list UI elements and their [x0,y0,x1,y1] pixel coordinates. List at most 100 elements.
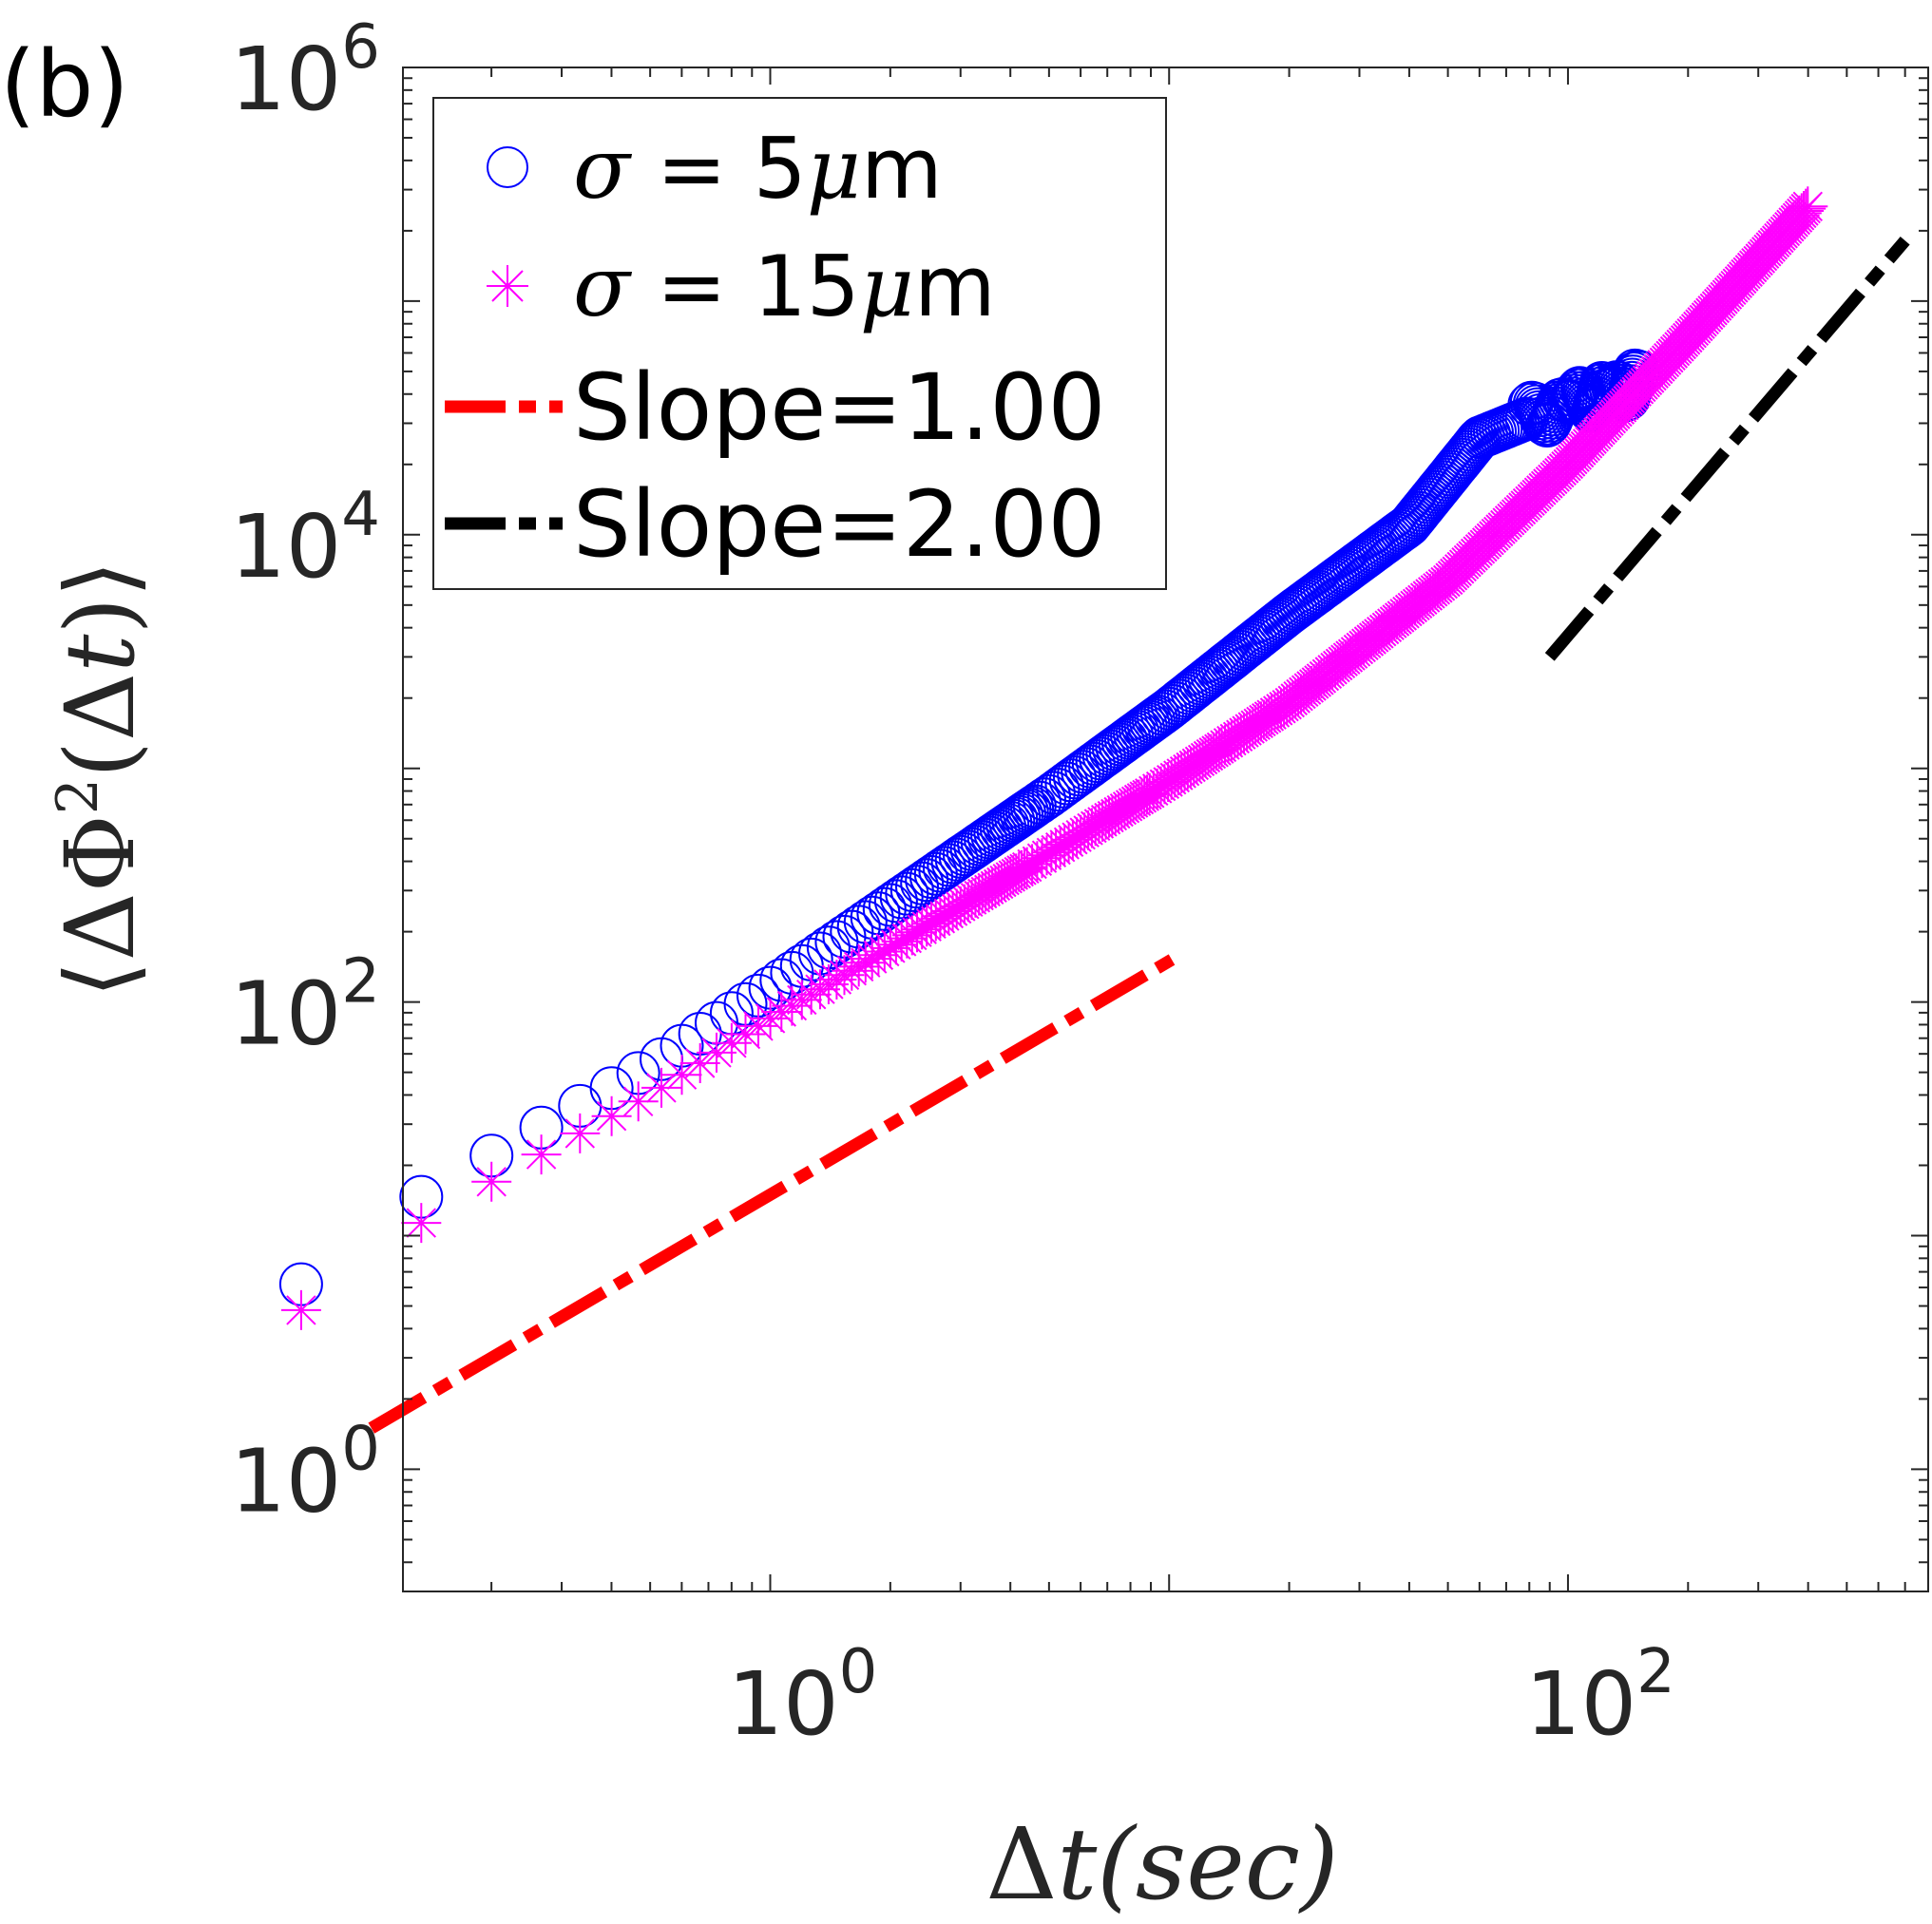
data-point [661,1055,702,1095]
data-point [1504,396,1549,441]
y-tick-label: 104 [230,480,380,598]
data-point [959,875,1000,916]
legend-label-sigma-5: σ = 5μm [573,120,943,218]
data-point [911,904,951,944]
axis-tick-labels: 100 102 100 102 104 106 [230,12,1675,1755]
data-point [808,964,849,1004]
data-point [1044,824,1085,865]
data-point [1079,804,1119,844]
data-point [618,1081,659,1122]
data-point [851,939,892,980]
data-point [1119,708,1162,752]
data-point [1129,699,1174,744]
data-point [781,980,822,1020]
data-point [944,884,985,924]
data-point [1000,792,1043,837]
data-point [1017,841,1058,882]
data-point [1048,822,1089,863]
legend-marker-asterisk [487,265,528,307]
data-point [868,883,912,927]
data-point [891,915,932,956]
data-point [1040,827,1081,867]
data-point [887,918,928,959]
data-point [907,906,947,947]
data-point [1052,819,1093,860]
data-point [845,943,886,983]
data-point [1010,786,1055,830]
plot-frame [402,67,1929,1592]
data-point [1057,752,1101,797]
axis-ticks [403,67,1929,1592]
data-point [1068,810,1109,850]
legend: σ = 5μm σ = 15μm Slope=1.00 Slope=2.00 [432,97,1167,590]
data-point [1072,808,1112,848]
data-point [864,931,905,972]
data-point [697,1032,736,1073]
data-point [1027,774,1071,818]
y-tick-label: 106 [230,12,380,130]
y-axis-label: ⟨ΔΦ2(Δt)⟩ [45,561,156,999]
data-point [471,1161,512,1202]
data-point [1004,789,1049,833]
data-point [858,935,899,976]
data-point [1057,817,1098,858]
data-point [875,924,916,965]
data-point [1006,847,1047,887]
data-point [832,950,872,991]
data-point [1026,835,1067,876]
data-point [1031,832,1072,873]
data-point [1061,814,1101,855]
data-point [1012,844,1053,885]
data-point [738,1005,778,1046]
data-point [1133,771,1174,811]
data-point [881,921,922,962]
slope-2-line [1544,237,1910,661]
data-point [951,880,992,921]
data-point [761,992,802,1032]
data-point [940,886,981,926]
data-point [897,912,937,953]
data-point [816,960,857,1000]
legend-marker-circle [487,146,528,188]
data-point [521,1134,562,1175]
data-point [560,1113,601,1153]
data-point [905,858,949,903]
series-sigma-15 [280,186,1828,1330]
data-point [591,1095,632,1136]
data-point [928,893,969,934]
y-tick-label: 100 [230,1414,380,1532]
series-layer [278,186,1828,1330]
x-axis-label: Δt(sec) [985,1806,1338,1922]
data-point [936,888,977,929]
data-point [791,974,832,1015]
data-point [915,901,956,942]
data-point [873,879,918,924]
data-point [280,1289,321,1330]
data-point [870,927,910,968]
data-point [955,877,996,918]
legend-box [432,97,1167,590]
data-point [1788,186,1828,227]
data-point [1023,777,1066,822]
data-point [772,985,813,1026]
legend-label-slope-1: Slope=1.00 [573,354,1106,461]
data-point [750,998,791,1038]
data-point [401,1203,442,1244]
data-point [1064,812,1105,853]
data-point [800,969,840,1010]
data-point [641,1067,681,1108]
data-point [920,898,961,939]
data-point [1129,772,1170,813]
x-tick-label: 100 [728,1637,878,1755]
data-point [924,896,965,937]
data-point [711,1022,752,1063]
data-point [902,909,943,950]
data-point [947,882,988,923]
fit-lines [368,237,1910,1434]
data-point [824,955,865,996]
legend-label-slope-2: Slope=2.00 [573,471,1106,578]
slope-1-line [368,950,1181,1434]
panel-label: (b) [0,31,129,138]
y-tick-label: 102 [230,947,380,1065]
